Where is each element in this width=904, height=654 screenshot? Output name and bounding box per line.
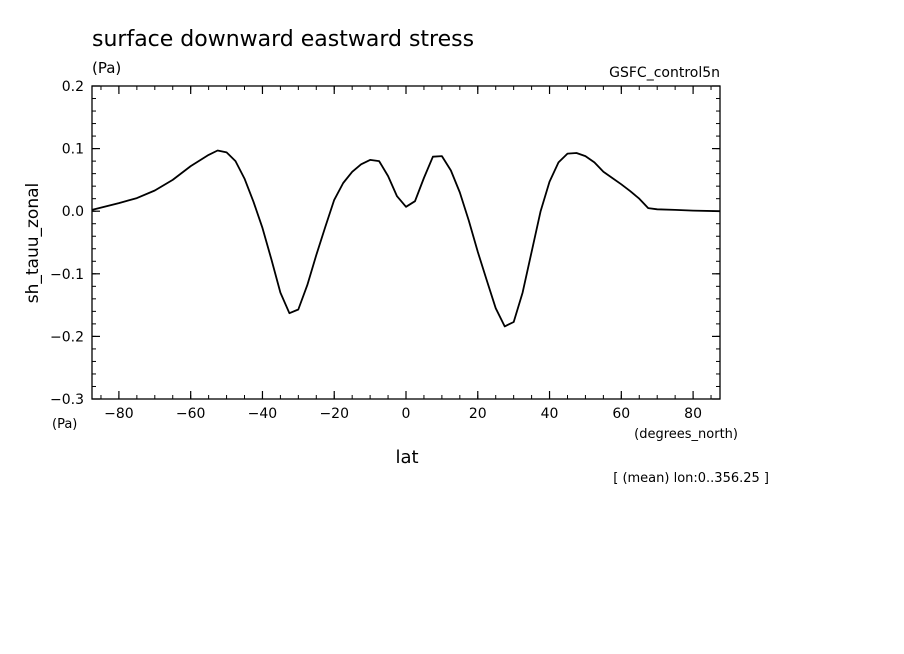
x-axis-label: lat — [395, 447, 418, 468]
x-tick-label: 40 — [541, 406, 559, 422]
x-tick-label: 60 — [612, 406, 630, 422]
y-units-bottom: (Pa) — [52, 417, 77, 432]
y-tick-label: 0.0 — [62, 204, 84, 220]
y-tick-label: −0.1 — [50, 267, 84, 283]
plot-frame — [91, 85, 721, 400]
y-tick-label: 0.1 — [62, 142, 84, 158]
x-tick-label: 80 — [684, 406, 702, 422]
x-units: (degrees_north) — [634, 427, 738, 442]
footnote: [ (mean) lon:0..356.25 ] — [613, 471, 769, 486]
dataset-label: GSFC_control5n — [609, 65, 720, 81]
y-tick-label: −0.3 — [50, 392, 84, 408]
series-line — [91, 149, 721, 328]
x-tick-label: −20 — [319, 406, 349, 422]
x-tick-label: 20 — [469, 406, 487, 422]
y-units-top: (Pa) — [92, 59, 121, 77]
y-tick-label: −0.2 — [50, 329, 84, 345]
x-tick-label: −60 — [176, 406, 206, 422]
plot-area: −80 −60 −40 −20 0 20 40 60 80 −0.3 −0.2 −0.1 0.0 0.1 0… — [50, 79, 721, 422]
x-tick-label: 0 — [402, 406, 411, 422]
x-tick-label: −40 — [248, 406, 278, 422]
y-axis-label: sh_tauu_zonal — [23, 183, 43, 304]
y-tick-label: 0.2 — [62, 79, 84, 95]
chart-title: surface downward eastward stress — [92, 27, 474, 52]
x-tick-label: −80 — [104, 406, 134, 422]
